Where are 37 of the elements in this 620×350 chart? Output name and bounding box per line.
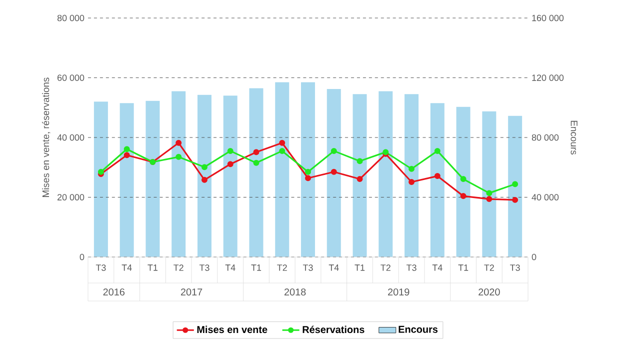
x-tick-label: T1: [458, 264, 468, 271]
y2-tick-label: 160 000: [532, 14, 564, 22]
x-tick-label: T2: [277, 264, 287, 271]
x-tick-label: T3: [302, 264, 313, 271]
x-tick-label: T3: [510, 264, 520, 271]
y2-tick-label: 0: [532, 254, 536, 260]
x-tick-label: T3: [96, 264, 106, 271]
x-tick-label: T2: [174, 264, 184, 271]
x-tick-label: T1: [148, 264, 158, 271]
x-tick-label: T4: [225, 264, 236, 271]
text: 2019: [388, 288, 410, 296]
text: 2017: [180, 288, 202, 296]
x-tick-label: T4: [122, 264, 132, 271]
y2-axis-title: Encours: [570, 120, 578, 155]
x-tick-label: T1: [251, 264, 262, 271]
y2-tick-label: 120 000: [532, 74, 564, 81]
x-tick-label: T1: [354, 264, 365, 271]
y-tick-label: 60 000: [58, 74, 84, 81]
y-tick-label: 20 000: [58, 194, 84, 200]
text: 2020: [478, 288, 500, 296]
x-tick-label: T4: [328, 264, 339, 271]
y-tick-label: 40 000: [57, 134, 84, 141]
y2-tick-label: 40 000: [532, 194, 559, 200]
x-tick-label: T2: [380, 264, 390, 271]
legend-label: Encours: [398, 326, 438, 333]
x-tick-label: T4: [432, 264, 442, 271]
x-tick-label: T2: [484, 264, 494, 271]
y-axis-title: Mises en vente, réservations: [42, 78, 50, 197]
y-tick-label: 80 000: [57, 14, 84, 22]
legend-label: Mises en vente: [197, 326, 268, 334]
x-tick-label: T3: [199, 264, 210, 271]
text: 2016: [103, 288, 125, 296]
legend-label: Réservations: [302, 326, 364, 334]
text: 2018: [284, 288, 306, 296]
x-tick-label: T3: [406, 264, 416, 271]
y2-tick-label: 80 000: [532, 134, 559, 141]
y-tick-label: 0: [80, 254, 84, 260]
